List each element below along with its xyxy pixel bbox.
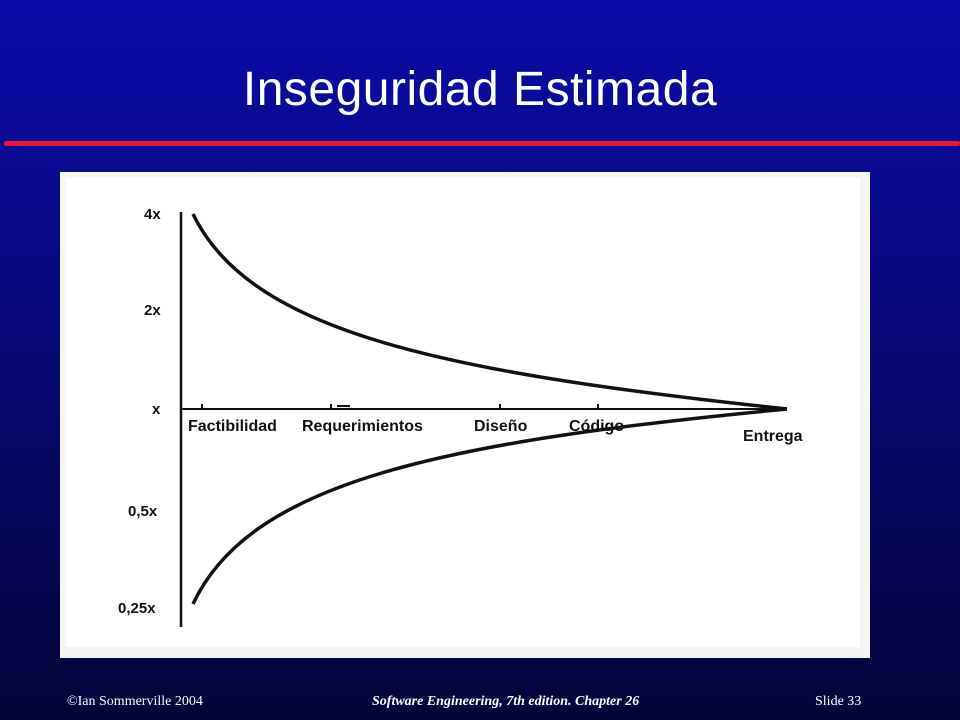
uncertainty-diagram: 4x 2x x 0,5x 0,25x Factibilidad Requerim…: [60, 172, 870, 658]
y-tick-x: x: [152, 401, 161, 418]
y-tick-4x: 4x: [144, 206, 161, 223]
title-divider: [4, 141, 960, 146]
y-tick-2x: 2x: [144, 302, 161, 319]
stage-entrega: Entrega: [743, 428, 803, 445]
y-tick-half-x: 0,5x: [128, 503, 158, 520]
stage-diseno: Diseño: [474, 418, 528, 435]
lower-estimate-curve: [191, 407, 788, 605]
figure-frame: [66, 178, 860, 647]
footer-book-title: Software Engineering, 7th edition. Chapt…: [372, 694, 640, 709]
footer-slide-number: Slide 33: [815, 694, 862, 709]
stage-codigo: Código: [569, 418, 624, 435]
footer-copyright: ©Ian Sommerville 2004: [67, 694, 203, 709]
funnel-diagram-svg: 4x 2x x 0,5x 0,25x Factibilidad Requerim…: [66, 178, 860, 647]
stage-requerimientos: Requerimientos: [302, 418, 423, 435]
slide-title: Inseguridad Estimada: [242, 63, 718, 116]
y-tick-quarter-x: 0,25x: [118, 600, 156, 617]
upper-estimate-curve: [191, 213, 788, 411]
stage-factibilidad: Factibilidad: [188, 418, 277, 435]
